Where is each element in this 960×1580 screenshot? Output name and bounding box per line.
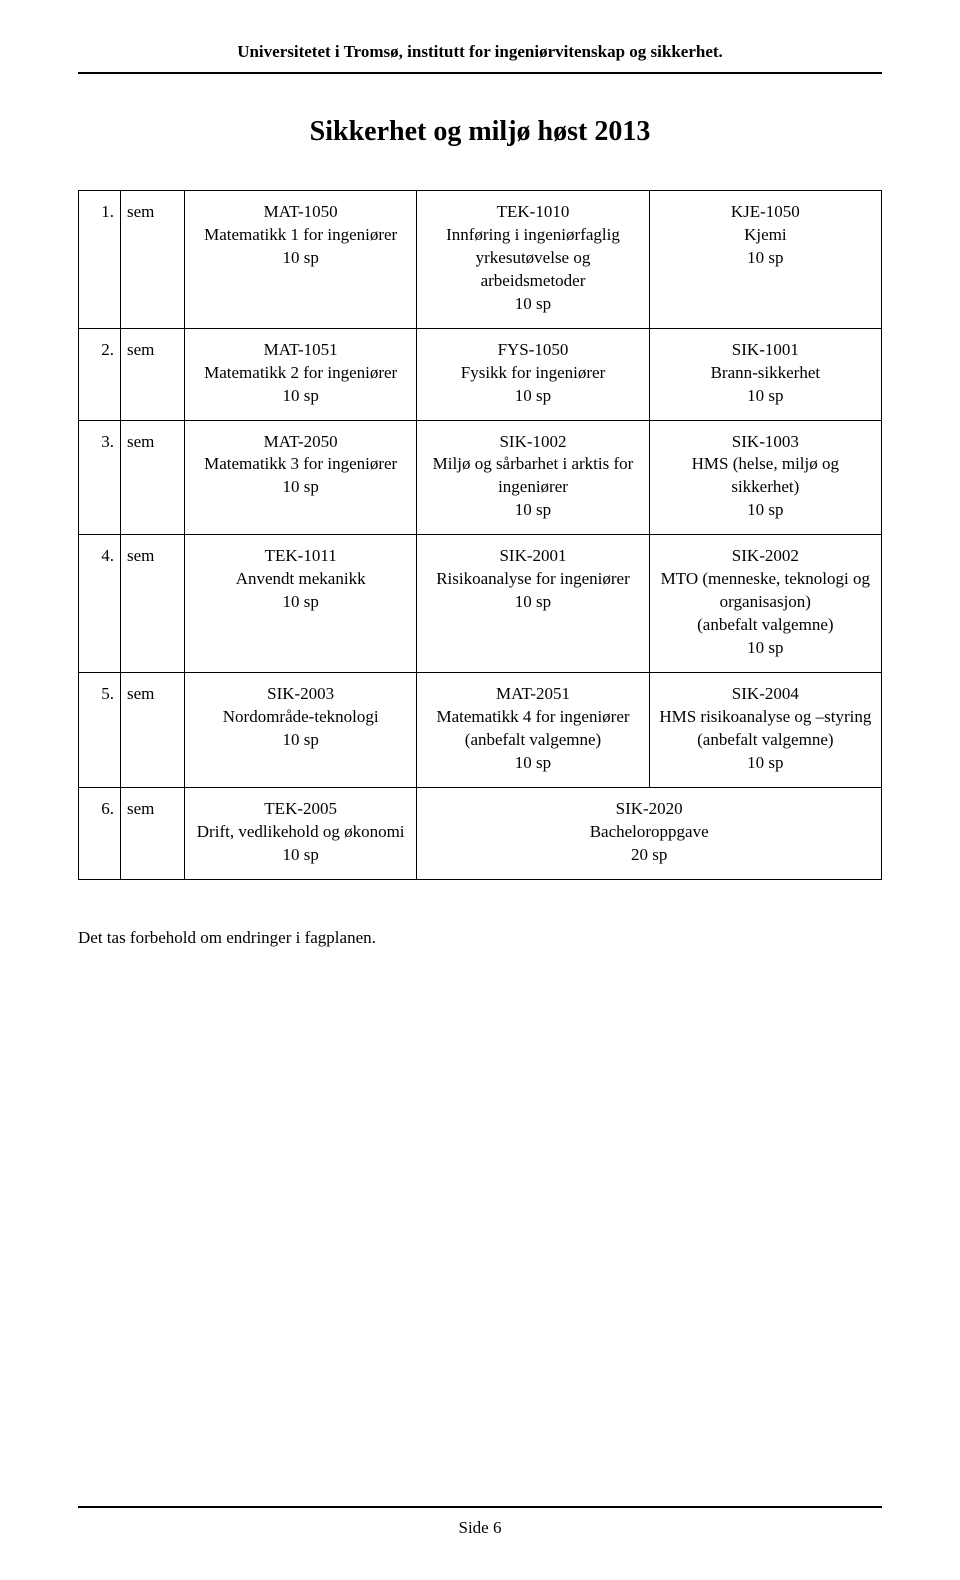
row-number: 6. (79, 787, 121, 879)
course-name: Nordområde-teknologi (193, 706, 408, 729)
course-name: Bacheloroppgave (425, 821, 873, 844)
course-name: Matematikk 1 for ingeniører (193, 224, 408, 247)
row-sem: sem (121, 328, 185, 420)
cell: MAT-2050 Matematikk 3 for ingeniører 10 … (185, 420, 417, 535)
row-number: 2. (79, 328, 121, 420)
course-code: SIK-1003 (658, 431, 873, 454)
course-name: Matematikk 4 for ingeniører (425, 706, 640, 729)
course-code: SIK-2002 (658, 545, 873, 568)
table-row: 4. sem TEK-1011 Anvendt mekanikk 10 sp S… (79, 535, 882, 673)
footer-text: Side 6 (78, 1518, 882, 1538)
header-title: Universitetet i Tromsø, institutt for in… (78, 42, 882, 62)
course-credits: 10 sp (425, 752, 640, 775)
course-credits: 20 sp (425, 844, 873, 867)
course-name: Risikoanalyse for ingeniører (425, 568, 640, 591)
course-credits: 10 sp (193, 844, 408, 867)
cell: SIK-2001 Risikoanalyse for ingeniører 10… (417, 535, 649, 673)
row-sem: sem (121, 787, 185, 879)
footer: Side 6 (78, 1506, 882, 1538)
cell: MAT-2051 Matematikk 4 for ingeniører (an… (417, 672, 649, 787)
course-credits: 10 sp (425, 591, 640, 614)
course-code: SIK-2004 (658, 683, 873, 706)
row-number: 3. (79, 420, 121, 535)
course-code: SIK-2003 (193, 683, 408, 706)
course-name: Innføring i ingeniørfaglig yrkesutøvelse… (425, 224, 640, 293)
course-credits: 10 sp (658, 637, 873, 660)
footnote: Det tas forbehold om endringer i fagplan… (78, 928, 882, 948)
course-note: (anbefalt valgemne) (425, 729, 640, 752)
header-rule (78, 72, 882, 74)
course-code: MAT-1051 (193, 339, 408, 362)
course-name: Matematikk 2 for ingeniører (193, 362, 408, 385)
row-sem: sem (121, 420, 185, 535)
plan-table: 1. sem MAT-1050 Matematikk 1 for ingeniø… (78, 190, 882, 880)
row-sem: sem (121, 191, 185, 329)
row-number: 5. (79, 672, 121, 787)
cell: SIK-2004 HMS risikoanalyse og –styring (… (649, 672, 881, 787)
course-credits: 10 sp (658, 752, 873, 775)
footer-rule (78, 1506, 882, 1508)
course-name: HMS (helse, miljø og sikkerhet) (658, 453, 873, 499)
cell: SIK-1002 Miljø og sårbarhet i arktis for… (417, 420, 649, 535)
cell: TEK-1010 Innføring i ingeniørfaglig yrke… (417, 191, 649, 329)
cell: SIK-1003 HMS (helse, miljø og sikkerhet)… (649, 420, 881, 535)
course-credits: 10 sp (193, 729, 408, 752)
course-name: MTO (menneske, teknologi og organisasjon… (658, 568, 873, 614)
cell: SIK-2002 MTO (menneske, teknologi og org… (649, 535, 881, 673)
cell: FYS-1050 Fysikk for ingeniører 10 sp (417, 328, 649, 420)
course-name: Kjemi (658, 224, 873, 247)
table-row: 6. sem TEK-2005 Drift, vedlikehold og øk… (79, 787, 882, 879)
course-code: TEK-2005 (193, 798, 408, 821)
course-code: SIK-1001 (658, 339, 873, 362)
course-credits: 10 sp (193, 247, 408, 270)
course-credits: 10 sp (658, 247, 873, 270)
course-name: HMS risikoanalyse og –styring (658, 706, 873, 729)
cell-merged: SIK-2020 Bacheloroppgave 20 sp (417, 787, 882, 879)
course-name: Brann-sikkerhet (658, 362, 873, 385)
course-code: MAT-2051 (425, 683, 640, 706)
course-note: (anbefalt valgemne) (658, 729, 873, 752)
cell: MAT-1051 Matematikk 2 for ingeniører 10 … (185, 328, 417, 420)
cell: TEK-1011 Anvendt mekanikk 10 sp (185, 535, 417, 673)
course-code: TEK-1010 (425, 201, 640, 224)
row-number: 4. (79, 535, 121, 673)
course-name: Fysikk for ingeniører (425, 362, 640, 385)
course-code: MAT-2050 (193, 431, 408, 454)
page-title: Sikkerhet og miljø høst 2013 (78, 116, 882, 148)
cell: MAT-1050 Matematikk 1 for ingeniører 10 … (185, 191, 417, 329)
course-name: Anvendt mekanikk (193, 568, 408, 591)
cell: SIK-1001 Brann-sikkerhet 10 sp (649, 328, 881, 420)
course-name: Miljø og sårbarhet i arktis for ingeniør… (425, 453, 640, 499)
row-sem: sem (121, 535, 185, 673)
cell: SIK-2003 Nordområde-teknologi 10 sp (185, 672, 417, 787)
course-name: Drift, vedlikehold og økonomi (193, 821, 408, 844)
course-code: SIK-1002 (425, 431, 640, 454)
course-code: FYS-1050 (425, 339, 640, 362)
course-name: Matematikk 3 for ingeniører (193, 453, 408, 476)
course-credits: 10 sp (193, 476, 408, 499)
header: Universitetet i Tromsø, institutt for in… (78, 42, 882, 74)
row-sem: sem (121, 672, 185, 787)
course-code: KJE-1050 (658, 201, 873, 224)
page: Universitetet i Tromsø, institutt for in… (0, 0, 960, 1580)
course-credits: 10 sp (425, 499, 640, 522)
table-row: 2. sem MAT-1051 Matematikk 2 for ingeniø… (79, 328, 882, 420)
course-credits: 10 sp (425, 293, 640, 316)
cell: TEK-2005 Drift, vedlikehold og økonomi 1… (185, 787, 417, 879)
course-credits: 10 sp (193, 385, 408, 408)
course-note: (anbefalt valgemne) (658, 614, 873, 637)
course-code: SIK-2020 (425, 798, 873, 821)
course-credits: 10 sp (193, 591, 408, 614)
course-code: TEK-1011 (193, 545, 408, 568)
cell: KJE-1050 Kjemi 10 sp (649, 191, 881, 329)
course-code: MAT-1050 (193, 201, 408, 224)
course-code: SIK-2001 (425, 545, 640, 568)
course-credits: 10 sp (658, 385, 873, 408)
table-row: 3. sem MAT-2050 Matematikk 3 for ingeniø… (79, 420, 882, 535)
course-credits: 10 sp (658, 499, 873, 522)
course-credits: 10 sp (425, 385, 640, 408)
table-row: 1. sem MAT-1050 Matematikk 1 for ingeniø… (79, 191, 882, 329)
row-number: 1. (79, 191, 121, 329)
table-row: 5. sem SIK-2003 Nordområde-teknologi 10 … (79, 672, 882, 787)
